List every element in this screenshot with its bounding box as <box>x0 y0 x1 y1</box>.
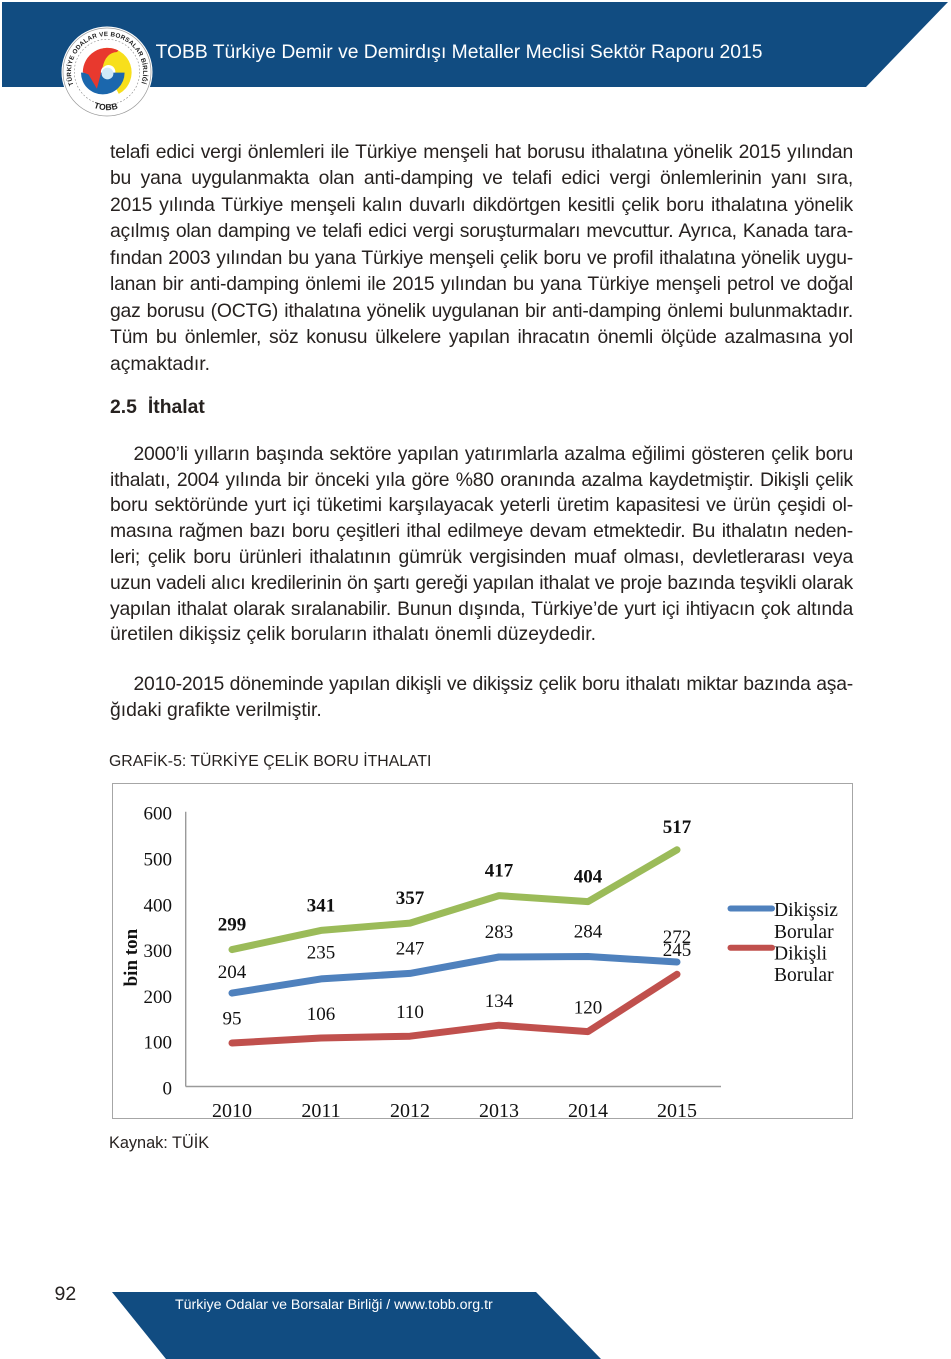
svg-text:300: 300 <box>144 941 173 962</box>
svg-text:95: 95 <box>223 1008 242 1029</box>
svg-text:Borular: Borular <box>774 922 834 943</box>
svg-text:204: 204 <box>218 962 247 983</box>
svg-text:500: 500 <box>144 849 173 870</box>
svg-text:120: 120 <box>574 997 603 1018</box>
svg-text:2014: 2014 <box>568 1100 608 1119</box>
svg-text:357: 357 <box>396 888 425 909</box>
svg-text:0: 0 <box>163 1078 173 1099</box>
svg-text:2013: 2013 <box>479 1100 519 1119</box>
svg-text:341: 341 <box>307 895 336 916</box>
svg-text:106: 106 <box>307 1004 336 1025</box>
svg-text:Borular: Borular <box>774 965 834 986</box>
svg-text:200: 200 <box>144 986 173 1007</box>
svg-text:284: 284 <box>574 921 603 942</box>
svg-text:600: 600 <box>144 803 173 824</box>
svg-text:404: 404 <box>574 866 603 887</box>
svg-text:245: 245 <box>663 939 692 960</box>
svg-text:2011: 2011 <box>301 1100 340 1119</box>
svg-text:110: 110 <box>396 1002 424 1023</box>
svg-text:bin ton: bin ton <box>121 928 142 986</box>
svg-text:400: 400 <box>144 895 173 916</box>
svg-text:134: 134 <box>485 991 514 1012</box>
svg-text:247: 247 <box>396 938 425 959</box>
svg-text:283: 283 <box>485 922 514 943</box>
svg-text:2012: 2012 <box>390 1100 430 1119</box>
svg-text:417: 417 <box>485 860 514 881</box>
svg-text:TOBB: TOBB <box>93 100 119 112</box>
svg-text:272: 272 <box>663 927 692 948</box>
svg-text:235: 235 <box>307 942 336 963</box>
svg-text:2015: 2015 <box>657 1100 697 1119</box>
svg-text:2010: 2010 <box>212 1100 252 1119</box>
svg-text:517: 517 <box>663 816 692 837</box>
svg-text:Dikişli: Dikişli <box>774 943 828 964</box>
svg-text:299: 299 <box>218 914 247 935</box>
svg-text:100: 100 <box>144 1032 173 1053</box>
svg-text:Dikişsiz: Dikişsiz <box>774 900 838 921</box>
